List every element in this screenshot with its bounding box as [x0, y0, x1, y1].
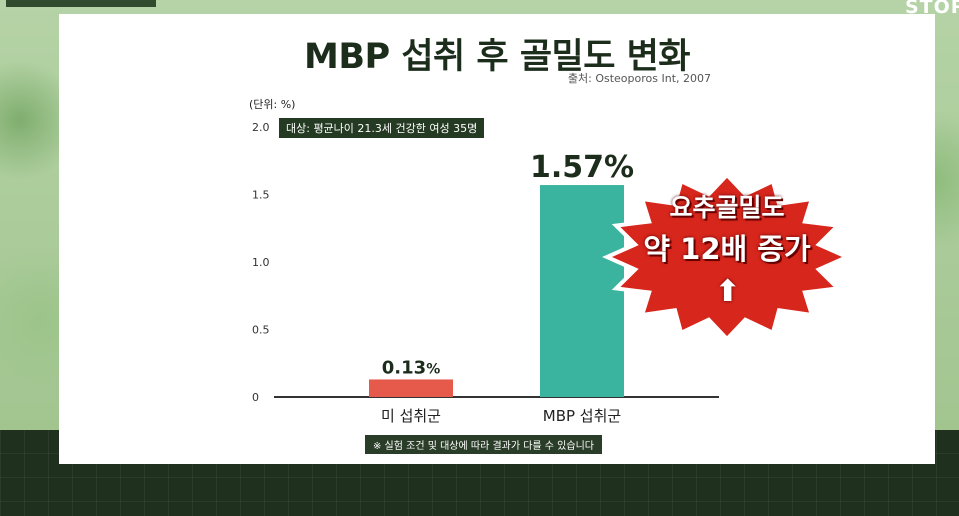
- bar-chart: 0 0.5 1.0 1.5 2.0 0.13% 미 섭취군 1.57% MBP 섭취군: [252, 121, 719, 425]
- brand-text: STOP: [905, 0, 959, 18]
- chart-title: MBP 섭취 후 골밀도 변화: [304, 37, 691, 77]
- callout-badge: 요추골밀도 약 12배 증가 ⬆: [602, 162, 852, 342]
- y-tick-label: 2.0: [252, 121, 270, 134]
- y-tick-label: 0.5: [252, 324, 270, 337]
- y-tick-label: 0: [252, 391, 259, 404]
- chart-panel: MBP 섭취 후 골밀도 변화 출처: Osteoporos Int, 2007…: [59, 14, 935, 464]
- callout-line1: 요추골밀도: [669, 193, 785, 222]
- callout-burst-shape: [602, 172, 852, 342]
- bar: [540, 185, 624, 397]
- data-label: 0.13%: [382, 357, 440, 378]
- chart-source: 출처: Osteoporos Int, 2007: [567, 72, 711, 85]
- channel-logo-strip: [6, 0, 156, 7]
- unit-label: (단위: %): [249, 98, 296, 111]
- burst-shape: [602, 172, 852, 342]
- category-label: MBP 섭취군: [543, 407, 622, 425]
- callout-line2: 약 12배 증가: [643, 232, 811, 266]
- bar: [369, 379, 453, 397]
- y-tick-label: 1.0: [252, 256, 270, 269]
- subject-box: 대상: 평균나이 21.3세 건강한 여성 35명: [279, 118, 485, 138]
- up-arrow-icon: ⬆: [715, 274, 741, 309]
- category-label: 미 섭취군: [381, 407, 441, 425]
- data-label: 1.57%: [530, 150, 634, 185]
- disclaimer-note: ※ 실험 조건 및 대상에 따라 결과가 다를 수 있습니다: [365, 435, 602, 454]
- y-tick-label: 1.5: [252, 189, 270, 202]
